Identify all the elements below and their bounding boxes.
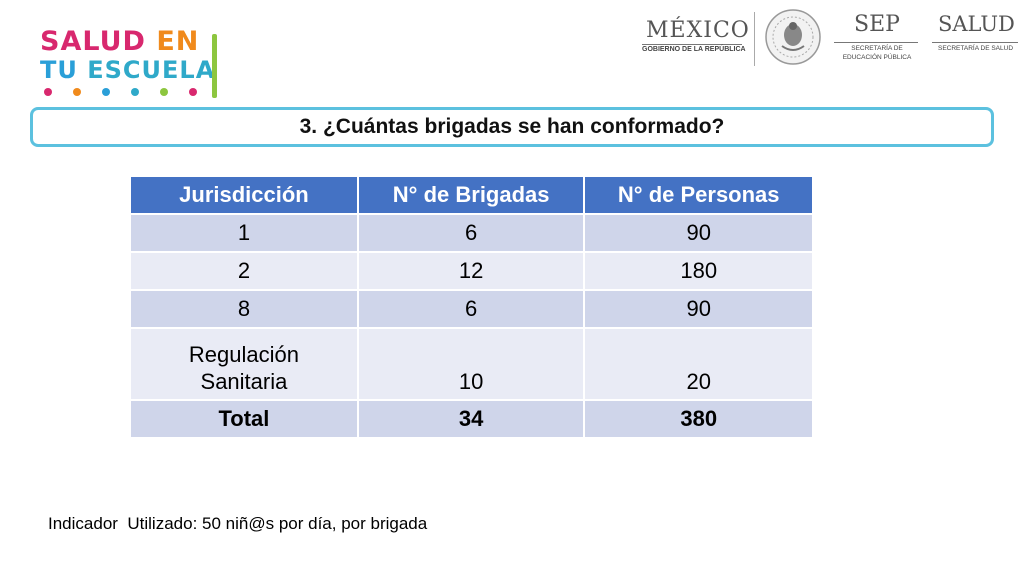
mexico-logo: MÉXICO GOBIERNO DE LA REPÚBLICA: [640, 8, 750, 72]
logo-line-1: SALUD EN: [40, 28, 199, 56]
logo-word-salud: SALUD: [40, 26, 146, 57]
logo-dots: [44, 88, 197, 96]
total-personas: 380: [584, 399, 814, 437]
logo-dot: [73, 88, 81, 96]
table-row: 8 6 90: [131, 289, 814, 328]
header-personas: N° de Personas: [584, 177, 814, 214]
logo-line-2: TU ESCUELA: [40, 57, 215, 83]
cell-personas: 20: [584, 327, 814, 400]
table-row: 2 12 180: [131, 251, 814, 290]
cell-brigadas: 10: [357, 327, 586, 400]
cell-jurisdiccion: 2: [131, 251, 359, 290]
cell-personas: 180: [584, 251, 814, 290]
cell-brigadas: 6: [357, 289, 586, 328]
total-brigadas: 34: [357, 399, 586, 437]
logo-accent-bar: [212, 34, 217, 98]
cell-brigadas: 12: [357, 251, 586, 290]
table-total-row: Total 34 380: [131, 399, 814, 437]
cell-brigadas: 6: [357, 213, 586, 252]
table-row: Regulación Sanitaria 10 20: [131, 327, 814, 400]
logo-dot: [160, 88, 168, 96]
logo-word-en: EN: [156, 26, 200, 57]
national-seal-icon: [765, 9, 821, 65]
sep-logo-text: SEP: [854, 12, 900, 37]
logo-word-tu: TU: [40, 56, 78, 84]
brigades-table: Jurisdicción N° de Brigadas N° de Person…: [131, 177, 814, 437]
cell-personas: 90: [584, 289, 814, 328]
logo-dot: [189, 88, 197, 96]
cell-jurisdiccion: 8: [131, 289, 359, 328]
salud-logo: SALUD SECRETARÍA DE SALUD: [932, 8, 1022, 72]
indicator-note: Indicador Utilizado: 50 niñ@s por día, p…: [48, 514, 428, 533]
salud-en-tu-escuela-logo: SALUD EN TU ESCUELA: [40, 24, 230, 104]
table-row: 1 6 90: [131, 213, 814, 252]
logo-dot: [44, 88, 52, 96]
cell-jurisdiccion: Regulación Sanitaria: [131, 327, 359, 400]
salud-logo-subtext: SECRETARÍA DE SALUD: [938, 45, 1014, 52]
table-header-row: Jurisdicción N° de Brigadas N° de Person…: [131, 177, 814, 214]
logo-dot: [102, 88, 110, 96]
header-brigadas: N° de Brigadas: [357, 177, 586, 214]
salud-logo-text: SALUD: [938, 12, 1015, 36]
total-label: Total: [131, 399, 359, 437]
logo-word-escuela: ESCUELA: [87, 56, 216, 84]
mexico-logo-subtext: GOBIERNO DE LA REPÚBLICA: [642, 46, 746, 53]
question-title: 3. ¿Cuántas brigadas se han conformado?: [30, 107, 994, 147]
mexico-logo-text: MÉXICO: [646, 18, 750, 43]
logo-divider: [754, 12, 755, 66]
header-jurisdiccion: Jurisdicción: [131, 177, 359, 214]
sep-logo-subtext: SECRETARÍA DE EDUCACIÓN PÚBLICA: [842, 45, 912, 61]
cell-jurisdiccion: 1: [131, 213, 359, 252]
sep-logo: SEP SECRETARÍA DE EDUCACIÓN PÚBLICA: [834, 8, 924, 72]
logo-dot: [131, 88, 139, 96]
cell-personas: 90: [584, 213, 814, 252]
